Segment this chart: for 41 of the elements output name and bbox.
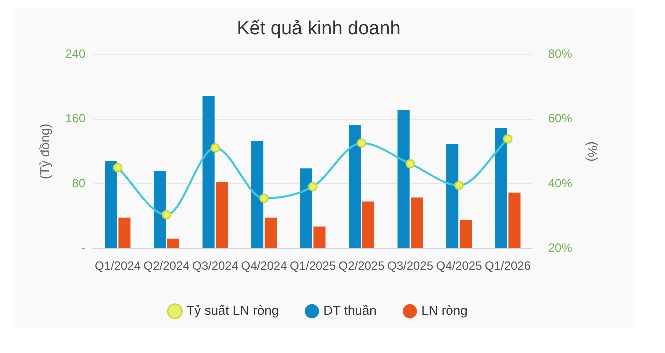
legend-label: LN ròng (422, 303, 468, 318)
y2-tick-label: 80% (548, 47, 573, 62)
bar (252, 141, 264, 248)
chart-title: Kết quả kinh doanh (237, 18, 401, 40)
bar (216, 182, 228, 248)
y2-axis-title: (%) (586, 142, 601, 162)
bar (300, 168, 312, 248)
bar (460, 220, 472, 248)
x-tick-label: Q2/2024 (144, 259, 190, 274)
bar (202, 96, 215, 248)
bar (446, 144, 459, 248)
y-tick-label: 80 (72, 176, 86, 190)
bar (398, 110, 410, 248)
x-tick-label: Q4/2025 (436, 259, 483, 274)
x-tick-label: Q4/2024 (241, 259, 288, 274)
bar (411, 198, 424, 248)
x-tick-label: Q1/2024 (94, 259, 142, 274)
x-tick-label: Q3/2025 (387, 259, 434, 274)
bar (508, 192, 521, 248)
bar (495, 128, 508, 248)
y-tick-label: - (82, 240, 86, 255)
y2-tick-label: 20% (548, 240, 573, 255)
y2-tick-label: 40% (548, 176, 573, 190)
bar (264, 218, 277, 248)
bar (167, 238, 180, 248)
x-tick-label: Q2/2025 (338, 259, 386, 274)
bar (118, 218, 131, 248)
bar (362, 202, 374, 248)
bar (314, 226, 326, 248)
legend-label: DT thuần (324, 303, 377, 318)
y-tick-label: 160 (66, 112, 86, 126)
bar (105, 161, 118, 248)
legend-label: Tỷ suất LN ròng (186, 303, 280, 318)
x-tick-label: Q1/2025 (290, 259, 336, 274)
bar (349, 125, 362, 248)
y-axis-title: (Tỷ đồng) (37, 124, 52, 180)
bar (154, 171, 166, 248)
y-tick-label: 240 (66, 47, 86, 62)
x-tick-label: Q1/2026 (484, 259, 532, 274)
y2-tick-label: 60% (548, 112, 573, 126)
x-tick-label: Q3/2024 (192, 259, 239, 274)
